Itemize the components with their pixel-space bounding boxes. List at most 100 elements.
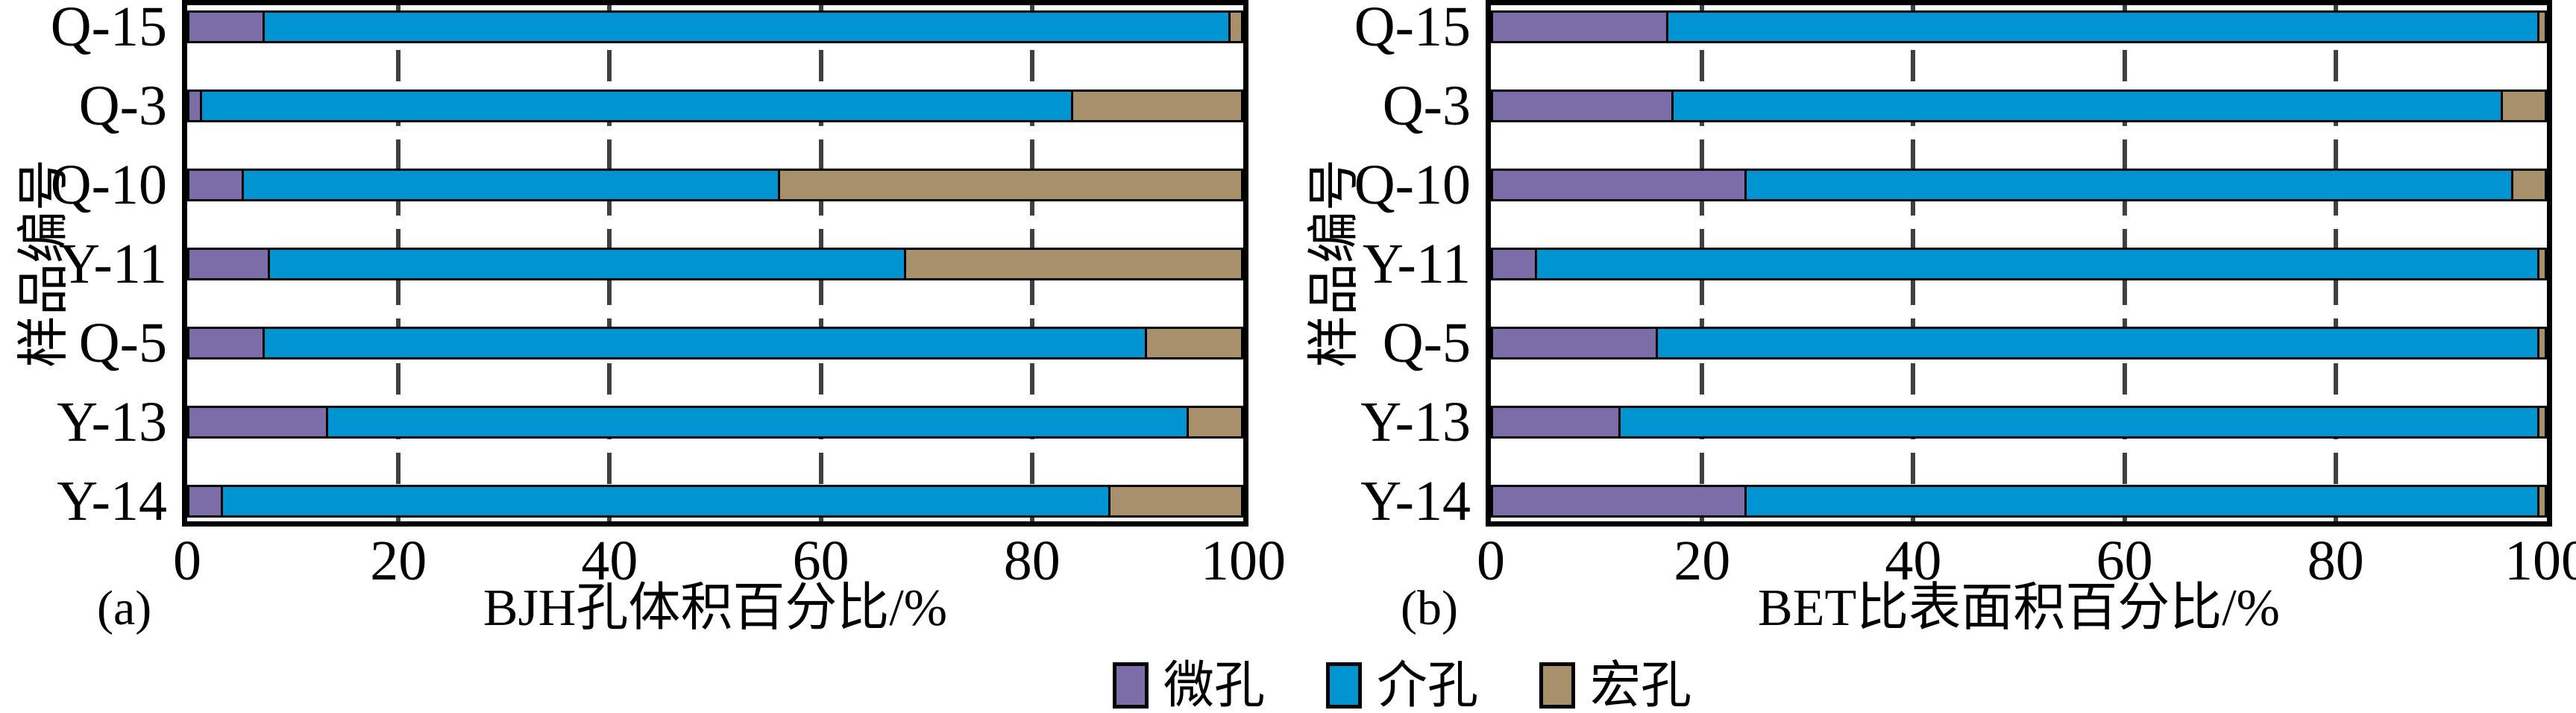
x-tick-label: 100 [1201, 530, 1286, 592]
bar-row [187, 248, 1243, 280]
bar-segment-micropore [1493, 13, 1666, 41]
y-axis-title: 样品编号 [1306, 159, 1363, 368]
bar-segment-mesopore [1668, 13, 2537, 41]
bar-segment-micropore [189, 92, 201, 120]
category-label: Q-5 [1382, 312, 1471, 374]
bar-segment-micropore [189, 487, 222, 515]
bar-segment-mesopore [327, 408, 1187, 436]
category-label: Y-11 [1363, 233, 1471, 295]
bar-segment-mesopore [265, 13, 1228, 41]
bar-row [187, 327, 1243, 359]
x-tick-label: 60 [2096, 530, 2153, 592]
bar-segment-micropore [1493, 408, 1619, 436]
bar-segment-micropore [189, 250, 268, 278]
bar-segment-micropore [1493, 92, 1671, 120]
bar-segment-micropore [1493, 487, 1744, 515]
x-tick-label: 60 [792, 530, 849, 592]
bar-segment-mesopore [1746, 171, 2511, 199]
bar-segment-macropore [1146, 329, 1241, 357]
x-tick-label: 20 [370, 530, 427, 592]
bar-segment-micropore [189, 408, 326, 436]
legend-item: 介孔 [1326, 659, 1478, 712]
bar-segment-macropore [2502, 92, 2545, 120]
bar-segment-micropore [1493, 329, 1656, 357]
bar-row [187, 89, 1243, 122]
x-tick-label: 40 [1885, 530, 1942, 592]
bar-segment-mesopore [270, 250, 904, 278]
legend-item: 宏孔 [1539, 659, 1691, 712]
legend-swatch [1539, 662, 1576, 709]
bar-segment-macropore [1188, 408, 1241, 436]
legend-swatch [1326, 662, 1363, 709]
x-tick-label: 80 [2307, 530, 2364, 592]
bar-row [1491, 406, 2547, 439]
bar-segment-macropore [905, 250, 1241, 278]
category-label: Q-3 [1382, 75, 1471, 137]
bar-segment-macropore [2539, 487, 2545, 515]
panel-label: (b) [1401, 581, 1458, 635]
legend-item: 微孔 [1113, 659, 1265, 712]
category-label: Y-14 [1360, 470, 1471, 533]
plot-area [182, 0, 1248, 527]
category-label: Q-3 [78, 75, 167, 137]
legend-swatch [1113, 662, 1149, 709]
x-tick-label: 100 [2504, 530, 2576, 592]
bar-segment-mesopore [244, 171, 779, 199]
category-label: Y-13 [1360, 391, 1471, 453]
bar-row [187, 10, 1243, 43]
category-label: Q-15 [1354, 0, 1471, 58]
x-axis-title: BET比表面积百分比/% [1758, 579, 2280, 637]
bar-segment-macropore [2539, 250, 2545, 278]
bar-segment-mesopore [1746, 487, 2537, 515]
category-label: Q-5 [78, 312, 167, 374]
bar-row [1491, 10, 2547, 43]
bar-segment-mesopore [202, 92, 1072, 120]
bar-segment-macropore [780, 171, 1242, 199]
bar-segment-macropore [2539, 13, 2545, 41]
panel-label: (a) [97, 581, 152, 635]
bar-row [1491, 169, 2547, 201]
x-axis-title: BJH孔体积百分比/% [483, 579, 948, 637]
bar-segment-macropore [2539, 408, 2545, 436]
legend: 微孔 介孔 宏孔 [1113, 659, 1691, 712]
x-tick-label: 20 [1674, 530, 1731, 592]
bar-row [187, 406, 1243, 439]
bar-segment-mesopore [265, 329, 1145, 357]
bar-segment-micropore [189, 171, 242, 199]
bar-segment-macropore [2539, 329, 2545, 357]
category-label: Q-15 [50, 0, 167, 58]
bar-row [187, 485, 1243, 518]
category-label: Y-13 [57, 391, 167, 453]
bar-row [1491, 485, 2547, 518]
bar-row [1491, 327, 2547, 359]
category-label: Q-10 [50, 154, 167, 216]
x-tick-label: 80 [1003, 530, 1061, 592]
bar-segment-macropore [1110, 487, 1241, 515]
bar-segment-micropore [1493, 250, 1536, 278]
legend-label: 宏孔 [1590, 657, 1692, 713]
bar-row [1491, 89, 2547, 122]
bar-segment-mesopore [1673, 92, 2501, 120]
bar-row [187, 169, 1243, 201]
bar-segment-macropore [1073, 92, 1241, 120]
plot-area [1486, 0, 2552, 527]
bar-row [1491, 248, 2547, 280]
category-label: Q-10 [1354, 154, 1471, 216]
category-label: Y-14 [57, 470, 167, 533]
x-tick-label: 0 [173, 530, 201, 592]
bar-segment-mesopore [1657, 329, 2537, 357]
bar-segment-micropore [189, 329, 263, 357]
bar-segment-mesopore [1621, 408, 2537, 436]
x-tick-label: 40 [581, 530, 638, 592]
bar-segment-micropore [1493, 171, 1744, 199]
legend-label: 介孔 [1377, 657, 1479, 713]
category-label: Y-11 [59, 233, 167, 295]
bar-segment-macropore [2513, 171, 2545, 199]
bar-segment-mesopore [1537, 250, 2537, 278]
legend-label: 微孔 [1163, 657, 1266, 713]
x-tick-label: 0 [1477, 530, 1505, 592]
bar-segment-mesopore [223, 487, 1108, 515]
